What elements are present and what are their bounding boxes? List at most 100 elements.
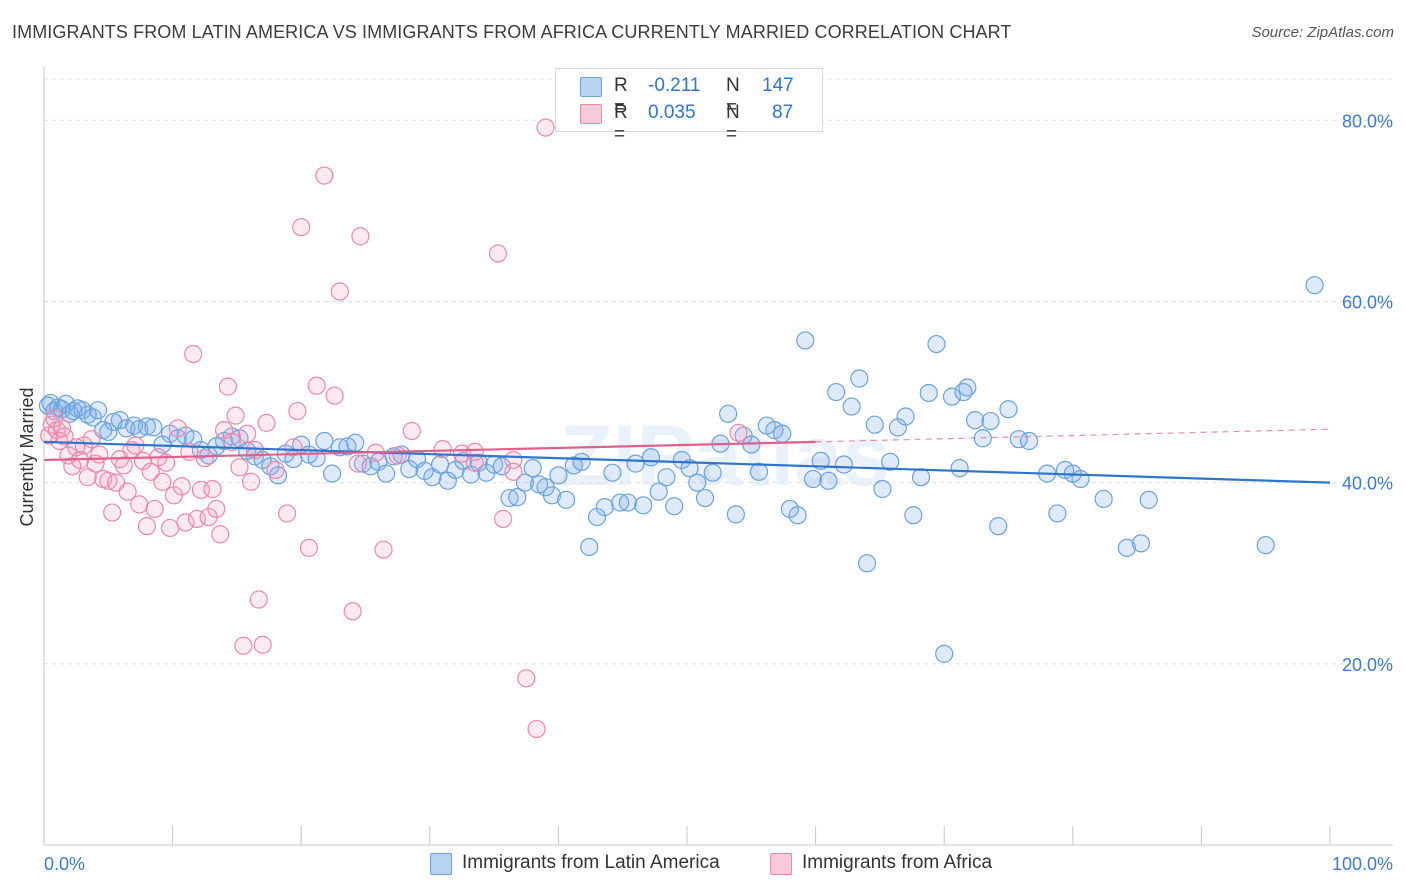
n-label: N = (726, 102, 740, 145)
latin-america-point (896, 407, 915, 426)
trend-lines (43, 428, 1331, 484)
legend-label: Immigrants from Africa (802, 852, 993, 873)
latin-america-point (873, 479, 892, 499)
africa-point (211, 525, 230, 544)
latin-america-point (703, 463, 722, 482)
africa-point (288, 401, 307, 421)
series-latin-america-points (38, 276, 1324, 663)
latin-america-point (1117, 538, 1136, 557)
africa-point (284, 438, 303, 457)
latin-america-point (665, 497, 684, 516)
latin-america-point (695, 488, 715, 508)
latin-america-point (649, 482, 668, 501)
africa-point (78, 468, 97, 487)
latin-america-point (935, 644, 954, 663)
africa-point (55, 427, 74, 446)
latin-america-point (881, 452, 900, 471)
watermark: ZIPatlas (560, 408, 890, 504)
y-axis-label: Currently Married (17, 387, 37, 526)
latin-america-point (850, 369, 869, 388)
latin-america-point (78, 405, 97, 424)
latin-america-point (865, 415, 884, 434)
latin-america-point (719, 404, 738, 423)
africa-swatch (770, 853, 792, 875)
latin-america-point (796, 331, 815, 350)
africa-point (257, 413, 276, 432)
latin-america-point (430, 455, 450, 474)
latin-america-point (965, 411, 985, 430)
latin-america-point (56, 394, 75, 413)
latin-america-point (1305, 276, 1324, 295)
legend-label: Immigrants from Latin America (462, 852, 720, 873)
africa-point (130, 495, 149, 514)
latin-america-point (618, 493, 637, 512)
africa-point (325, 386, 344, 405)
africa-swatch (580, 104, 602, 124)
latin-america-point (346, 433, 365, 452)
latin-america-point (580, 537, 599, 557)
africa-point (203, 479, 222, 499)
africa-point (465, 453, 484, 472)
chart-title: IMMIGRANTS FROM LATIN AMERICA VS IMMIGRA… (12, 22, 1012, 42)
latin-america-swatch (580, 77, 602, 97)
gridlines (44, 78, 1393, 665)
latin-america-point (137, 417, 156, 436)
latin-america-point (542, 486, 562, 505)
latin-america-point (827, 382, 846, 402)
africa-point (504, 462, 523, 481)
latin-america-point (492, 457, 511, 476)
latin-america-point (773, 424, 792, 443)
latin-america-point (572, 452, 591, 471)
latin-america-point (788, 506, 807, 525)
y-tick-label: 80.0% (1342, 111, 1393, 131)
latin-america-point (1048, 504, 1067, 523)
r-label: R = (614, 102, 628, 145)
latin-america-point (942, 387, 962, 406)
africa-point (517, 669, 536, 688)
latin-america-point (919, 383, 938, 403)
y-tick-label: 40.0% (1342, 474, 1393, 494)
latin-america-point (950, 459, 969, 478)
latin-america-point (981, 411, 1000, 431)
axes (43, 66, 1393, 846)
latin-america-point (1139, 490, 1158, 509)
africa-trend-line (43, 440, 816, 462)
y-tick-label: 60.0% (1342, 292, 1393, 312)
latin-america-point (641, 448, 661, 467)
africa-point (118, 482, 137, 501)
africa-point (348, 454, 367, 473)
africa-trend-extension (815, 428, 1331, 443)
n-value: 147 (762, 75, 794, 96)
latin-america-point (904, 506, 923, 525)
latin-america-point (307, 449, 326, 468)
africa-point (230, 458, 249, 477)
africa-point (195, 449, 214, 468)
latin-america-point (911, 468, 931, 487)
latin-america-point (144, 418, 163, 437)
africa-point (222, 432, 241, 451)
africa-point (374, 540, 393, 559)
latin-america-point (989, 517, 1008, 536)
africa-point (226, 406, 245, 425)
africa-point (187, 509, 207, 528)
latin-america-point (927, 334, 946, 354)
latin-america-point (749, 462, 769, 481)
africa-point (330, 282, 349, 301)
latin-america-point (954, 382, 973, 402)
africa-point (172, 477, 191, 496)
africa-point (402, 421, 421, 441)
latin-america-point (626, 454, 645, 473)
n-label: N = (726, 75, 740, 118)
africa-point (153, 472, 172, 491)
africa-point (299, 538, 319, 557)
africa-point (141, 462, 160, 481)
latin-america-point (657, 468, 676, 487)
africa-point (292, 218, 311, 237)
x-tick-label: 100.0% (1332, 854, 1393, 874)
africa-point (184, 344, 203, 364)
latin-america-swatch (430, 853, 452, 875)
latin-america-point (726, 505, 745, 524)
africa-point (527, 719, 546, 739)
africa-point (168, 419, 187, 438)
